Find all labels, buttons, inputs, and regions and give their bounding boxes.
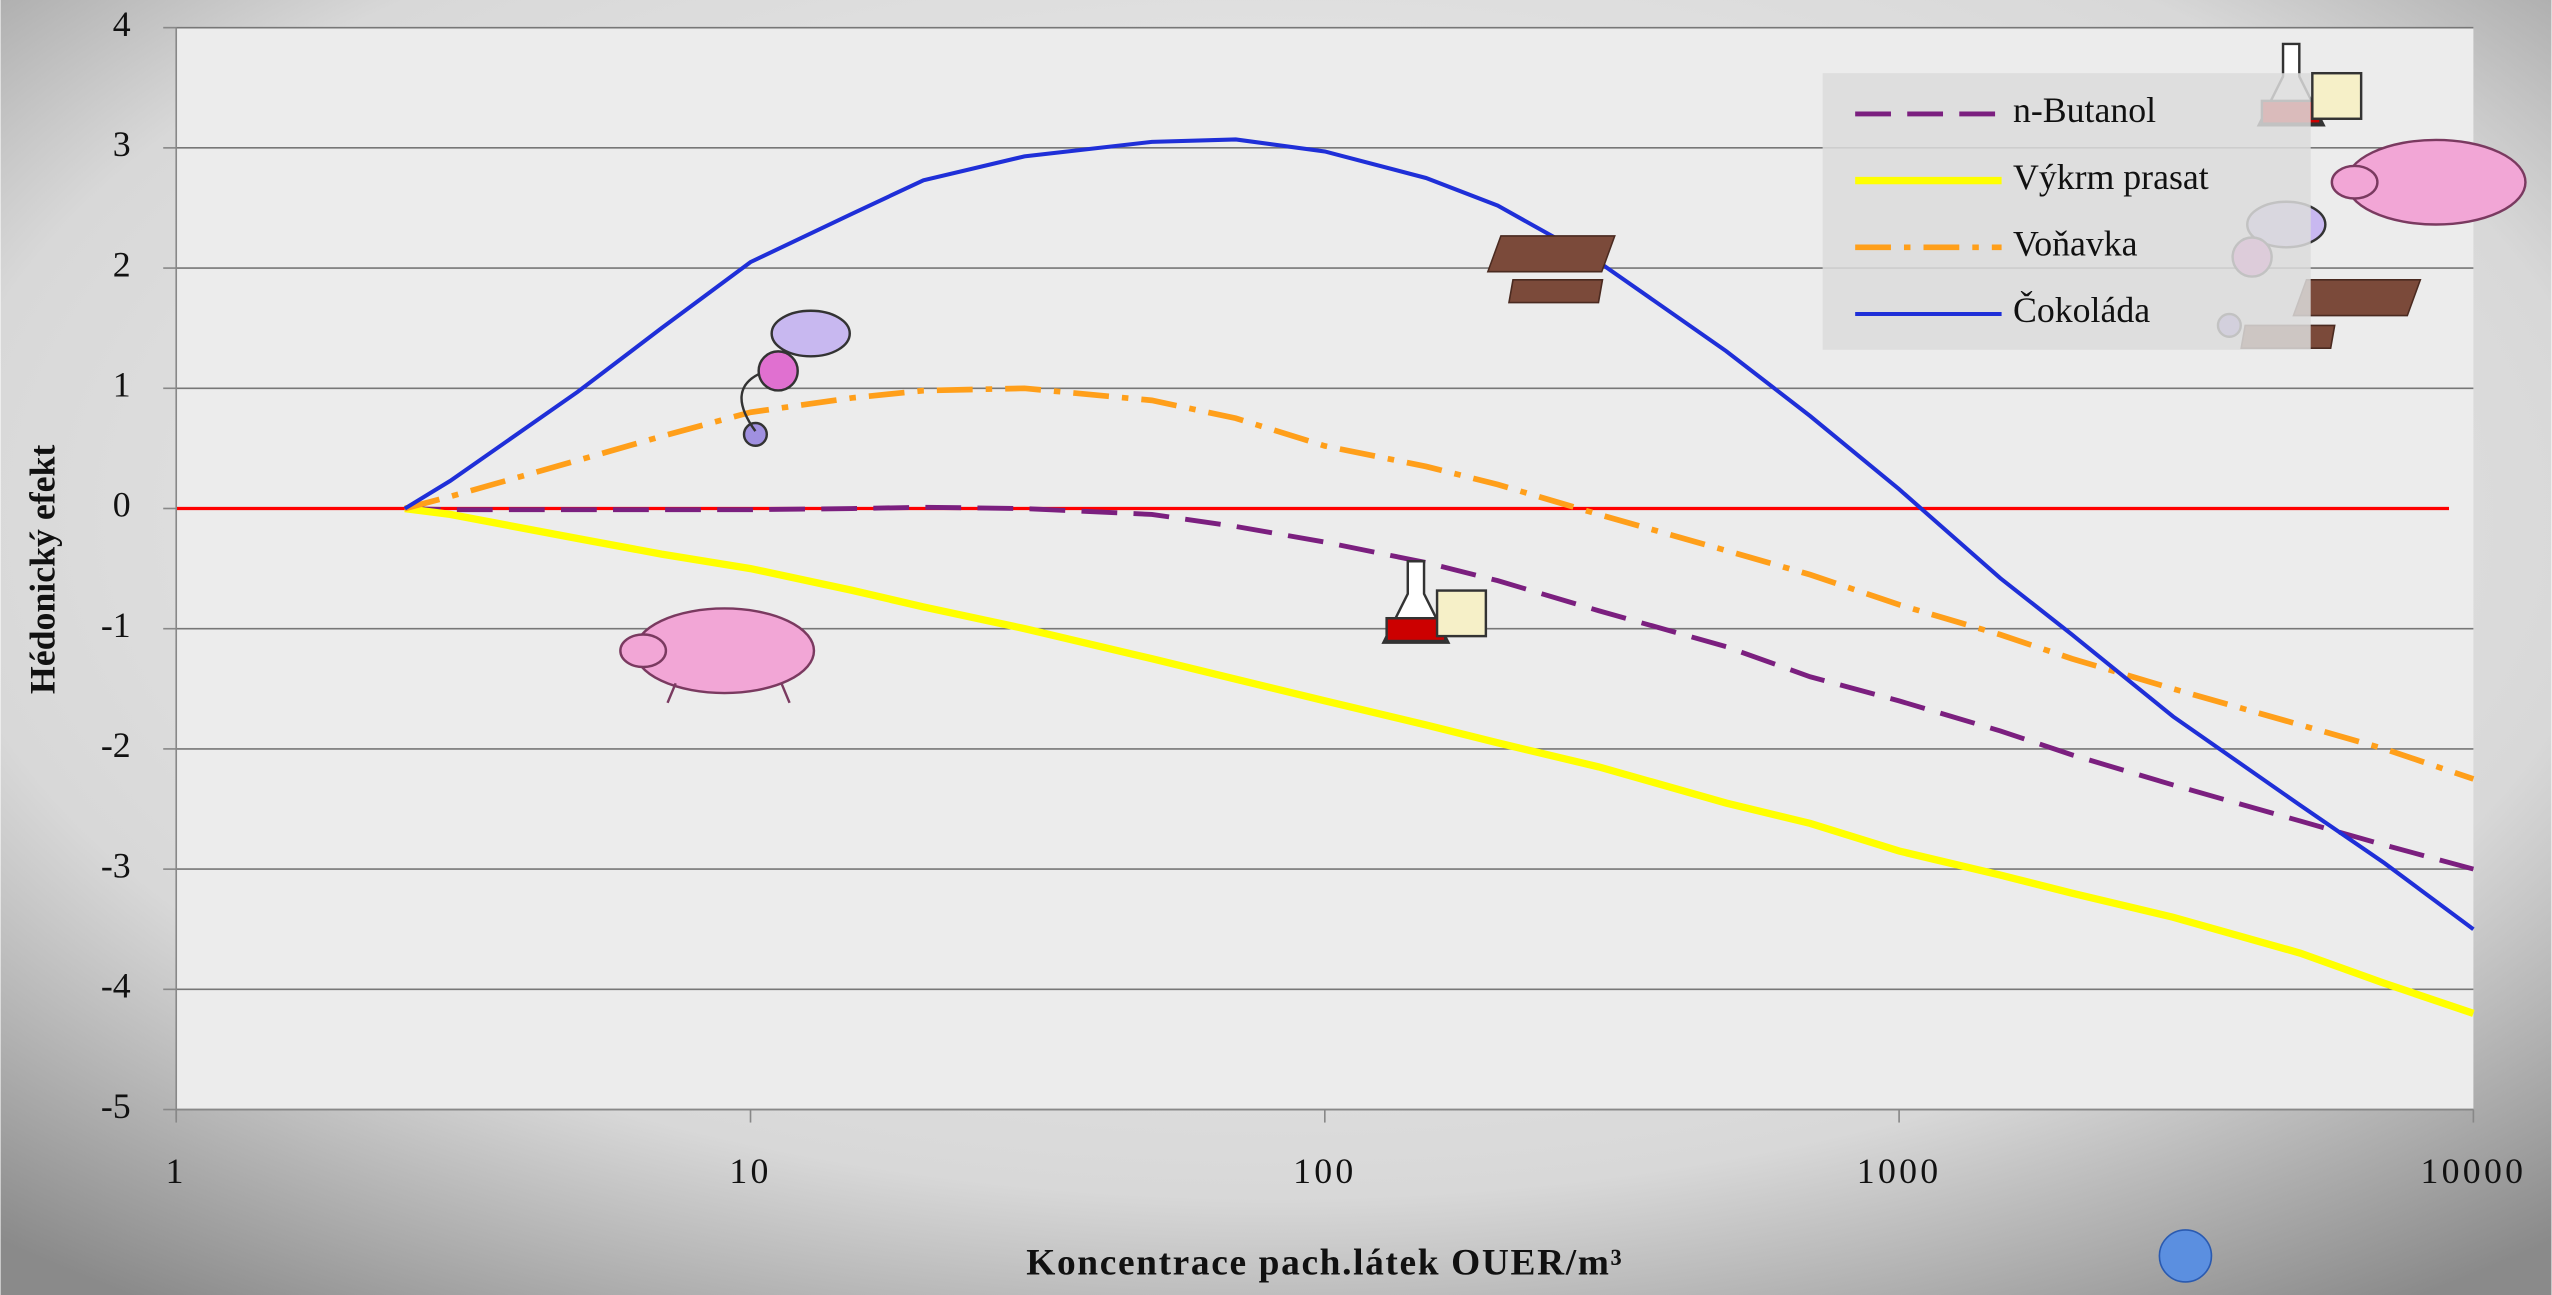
x-tick-label: 100	[1293, 1151, 1356, 1191]
x-axis-label: Koncentrace pach.látek OUER/m³	[1026, 1242, 1623, 1283]
y-tick-label: -1	[101, 605, 131, 645]
y-tick-label: -2	[101, 725, 131, 765]
chart: -5 -4 -3 -2 -1 0 1 2 3 4 1 10 100 1000 10000 n-Butanol…	[0, 0, 2552, 1295]
x-tick-label: 1	[166, 1151, 187, 1191]
y-tick-label: -4	[101, 966, 131, 1006]
y-tick-label: -3	[101, 845, 131, 885]
x-tick-label: 10000	[2421, 1151, 2527, 1191]
page: -5 -4 -3 -2 -1 0 1 2 3 4 1 10 100 1000 10000 n-Butanol…	[0, 0, 2552, 1295]
y-tick-label: 3	[113, 124, 131, 164]
legend-label: Čokoláda	[2013, 290, 2150, 330]
x-tick-label: 1000	[1857, 1151, 1942, 1191]
y-tick-label: 0	[113, 485, 131, 525]
y-axis-label: Hédonický efekt	[22, 445, 62, 695]
y-tick-label: 1	[113, 365, 131, 405]
decor-circle	[2159, 1230, 2211, 1282]
y-tick-label: 2	[113, 244, 131, 284]
y-tick-label: -5	[101, 1086, 131, 1126]
legend-label: Voňavka	[2013, 224, 2138, 264]
legend-label: n-Butanol	[2013, 90, 2156, 130]
legend-label: Výkrm prasat	[2013, 157, 2209, 197]
x-tick-label: 10	[729, 1151, 771, 1191]
y-tick-label: 4	[113, 4, 131, 44]
